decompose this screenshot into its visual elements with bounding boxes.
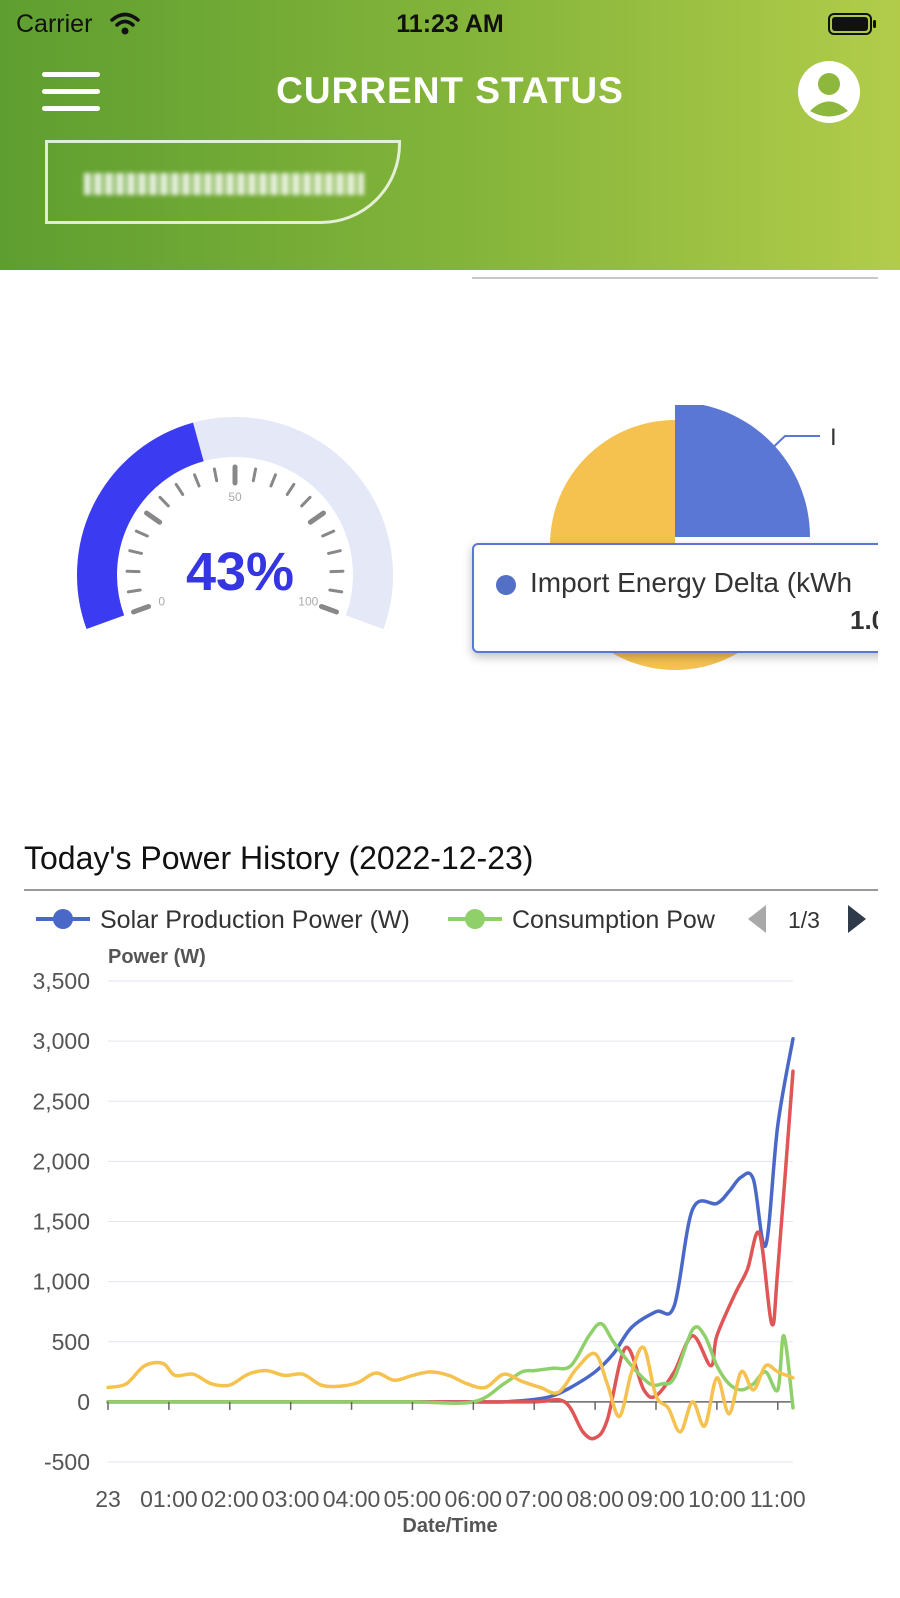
gauge-tick xyxy=(128,549,143,555)
x-tick-label: 06:00 xyxy=(445,1486,503,1512)
gauge-scale-label: 0 xyxy=(158,595,165,609)
series-line-0[interactable] xyxy=(106,1036,795,1404)
gauge-tick xyxy=(321,529,336,538)
section-divider xyxy=(24,889,878,891)
x-tick-label: 01:00 xyxy=(140,1486,198,1512)
y-tick-label: 2,500 xyxy=(32,1088,90,1114)
gauge-tick xyxy=(318,603,339,615)
clock: 11:23 AM xyxy=(396,10,504,38)
x-tick-label: 03:00 xyxy=(262,1486,320,1512)
y-tick-label: 3,000 xyxy=(32,1028,90,1054)
gauge-tick xyxy=(131,603,152,615)
x-tick-label: 04:00 xyxy=(323,1486,381,1512)
gauge-tick xyxy=(269,473,277,488)
gauge-tick xyxy=(126,588,142,594)
status-bar: Carrier 11:23 AM xyxy=(0,0,900,48)
power-history-title: Today's Power History (2022-12-23) xyxy=(24,840,534,876)
gauge-tick xyxy=(251,467,258,483)
wifi-icon xyxy=(110,12,140,35)
gauge-scale-label: 50 xyxy=(228,490,242,504)
page-title: CURRENT STATUS xyxy=(276,70,624,111)
pie-label-line xyxy=(764,435,820,456)
x-axis-title: Date/Time xyxy=(402,1515,497,1537)
gauge-tick xyxy=(212,467,219,483)
gauge-tick xyxy=(144,510,163,525)
gauge-dial: 0 50 100 xyxy=(77,417,393,630)
legend-page: 1/3 xyxy=(788,907,820,933)
gauge-tick xyxy=(285,482,296,496)
gauge-tick xyxy=(193,473,201,488)
y-tick-label: 1,500 xyxy=(32,1209,90,1235)
y-tick-label: 2,000 xyxy=(32,1148,90,1174)
header-bar: Carrier 11:23 AM CURRENT STATUS xyxy=(0,0,900,270)
gauge-tick xyxy=(174,482,185,496)
gauge-tick xyxy=(158,495,170,508)
gauge-tick xyxy=(307,510,326,525)
battery-icon xyxy=(828,13,876,35)
gauge-tick xyxy=(328,588,344,594)
y-tick-label: 500 xyxy=(52,1329,90,1355)
legend-label-consumption[interactable]: Consumption Pow xyxy=(512,906,716,934)
y-axis-title: Power (W) xyxy=(108,946,206,968)
x-tick-label: 02:00 xyxy=(201,1486,259,1512)
legend-label-solar[interactable]: Solar Production Power (W) xyxy=(100,906,410,934)
gauge-tick xyxy=(300,495,312,508)
y-tick-label: 3,500 xyxy=(32,968,90,994)
x-tick-label: 10:00 xyxy=(688,1486,746,1512)
series-line-2[interactable] xyxy=(106,1321,795,1410)
gauge-value: 43% xyxy=(185,542,295,602)
viewport-edge xyxy=(878,270,900,690)
y-tick-label: 1,000 xyxy=(32,1269,90,1295)
y-tick-label: -500 xyxy=(44,1449,90,1475)
carrier-label: Carrier xyxy=(16,10,93,38)
device-selector[interactable] xyxy=(45,140,401,224)
tooltip-color-dot xyxy=(496,575,516,595)
gauge-tick xyxy=(327,549,342,555)
pie-label: I xyxy=(830,424,837,451)
y-tick-label: 0 xyxy=(77,1389,90,1415)
battery-gauge: 0 50 100 43% xyxy=(60,405,420,665)
profile-icon[interactable] xyxy=(797,60,861,124)
x-tick-label: 07:00 xyxy=(505,1486,563,1512)
legend: Solar Production Power (W) Consumption P… xyxy=(36,905,866,934)
x-tick-label: 08:00 xyxy=(566,1486,624,1512)
legend-marker-consumption[interactable] xyxy=(465,909,485,929)
power-history-chart[interactable]: Solar Production Power (W) Consumption P… xyxy=(0,895,900,1598)
gauge-scale-label: 100 xyxy=(298,595,318,609)
pie-tooltip: Import Energy Delta (kWh 1.0 xyxy=(472,543,900,653)
x-tick-label: 09:00 xyxy=(627,1486,685,1512)
tab-underline xyxy=(472,277,878,279)
legend-next-icon[interactable] xyxy=(848,905,866,933)
tooltip-label: Import Energy Delta (kWh xyxy=(530,567,853,598)
x-tick-label: 05:00 xyxy=(384,1486,442,1512)
legend-prev-icon[interactable] xyxy=(748,905,766,933)
device-id-redacted xyxy=(84,173,364,195)
x-tick-label: 23 xyxy=(95,1486,121,1512)
legend-marker-solar[interactable] xyxy=(53,909,73,929)
gauge-tick xyxy=(134,529,149,538)
menu-icon[interactable] xyxy=(42,70,102,114)
gauge-fill xyxy=(77,422,205,630)
series-line-3[interactable] xyxy=(106,1345,795,1434)
pie-slice-import[interactable] xyxy=(675,405,810,537)
x-tick-label: 11:00 xyxy=(750,1486,806,1512)
